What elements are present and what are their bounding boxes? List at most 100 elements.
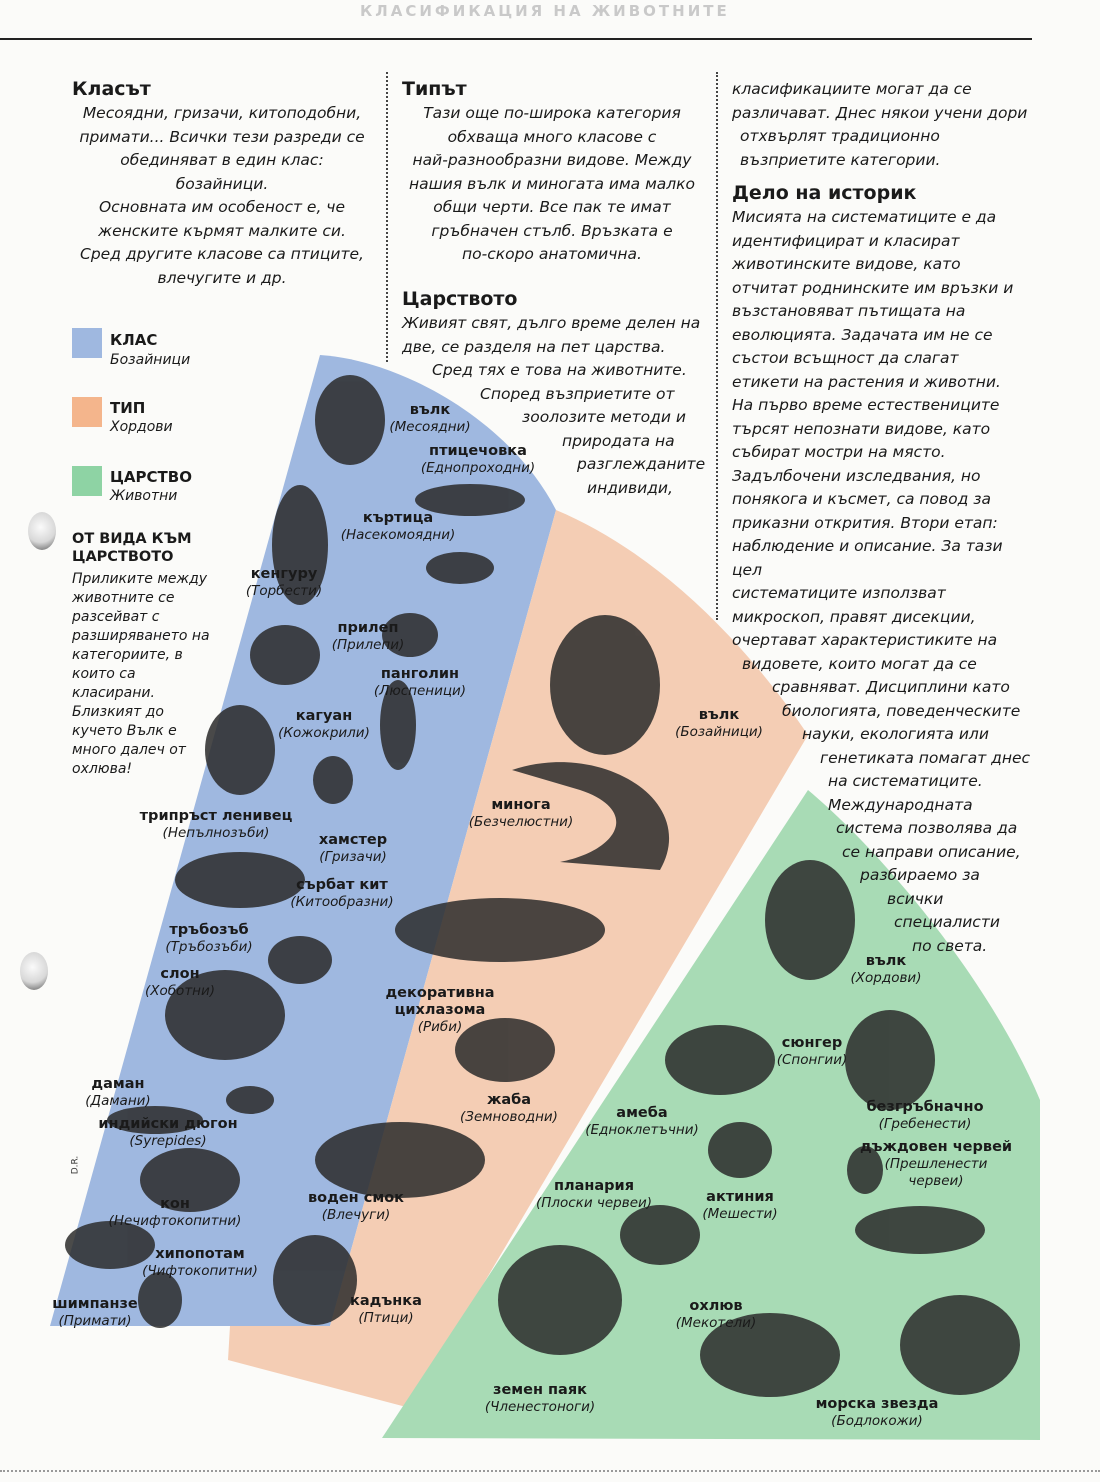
binder-hole-bottom bbox=[20, 952, 48, 990]
whale-illustration bbox=[175, 852, 305, 908]
class-label-group: (Примати) bbox=[58, 1313, 132, 1329]
kingdom-text-line: природата на bbox=[562, 431, 675, 450]
class-label-group: (Китообразни) bbox=[290, 894, 394, 910]
class-label-name: вълк bbox=[409, 402, 451, 418]
cichlid-illustration bbox=[395, 898, 605, 962]
phylum-text-line: Тази още по-широка категория bbox=[423, 104, 681, 122]
kingdom-body: Живият свят, дълго време делен на две, се… bbox=[402, 312, 712, 500]
legend-swatch-phylum bbox=[72, 397, 102, 427]
colugo-illustration bbox=[250, 625, 320, 685]
class-title: Класът bbox=[72, 78, 151, 100]
bat-illustration bbox=[382, 613, 438, 657]
historian-text-line: състои всъщност да слагат bbox=[732, 349, 959, 367]
class-label: вълк (Месоядни) bbox=[350, 402, 510, 436]
class-label: кон (Нечифтокопитни) bbox=[95, 1196, 255, 1230]
historian-text-line: възстановяват пътищата на bbox=[732, 302, 966, 320]
historian-text-line: по света. bbox=[912, 936, 988, 955]
kingdom-label: дъждовен червей (Прешленести червеи) bbox=[856, 1139, 1016, 1190]
aardvark-illustration bbox=[268, 936, 332, 984]
kingdom-text-line: индивиди, bbox=[587, 478, 673, 497]
historian-title: Дело на историк bbox=[732, 182, 917, 204]
class-label: прилеп (Прилепи) bbox=[288, 620, 448, 654]
phylum-label-group: (Земноводни) bbox=[460, 1109, 558, 1125]
phylum-label: кадънка (Птици) bbox=[306, 1293, 466, 1327]
kingdom-label: планария (Плоски червеи) bbox=[514, 1178, 674, 1212]
faint-running-header: КЛАСИФИКАЦИЯ НА ЖИВОТНИТЕ bbox=[360, 2, 730, 20]
historian-text-line: биологията, поведенческите bbox=[782, 701, 1021, 720]
kingdom-text-line: зоолозите методи и bbox=[522, 408, 686, 426]
kingdom-label: охлюв (Мекотели) bbox=[636, 1298, 796, 1332]
phylum-label-name: декоративна цихлазома bbox=[385, 985, 495, 1018]
phylum-label-name: воден смок bbox=[308, 1190, 404, 1206]
phylum-text-line: обхваща много класове с bbox=[447, 127, 657, 146]
planarian-illustration bbox=[620, 1205, 700, 1265]
legend-title-class: КЛАС bbox=[110, 331, 158, 349]
horse-illustration bbox=[140, 1148, 240, 1212]
historian-text-line: събират мостри на място. bbox=[732, 443, 946, 461]
class-text-line: Сред другите класове са птиците, bbox=[80, 245, 364, 263]
kingdom-label-group: (Мекотели) bbox=[675, 1315, 757, 1331]
kingdom-label-name: земен паяк bbox=[493, 1382, 587, 1398]
historian-text-line: всички bbox=[887, 889, 944, 908]
historian-intro-text-line: отхвърлят традиционно bbox=[740, 127, 940, 145]
kingdom-label-group: (Мешести) bbox=[702, 1206, 778, 1222]
kingdom-text-line: Според възприетите от bbox=[480, 384, 675, 403]
legend-sub-kingdom: Животни bbox=[110, 488, 178, 504]
historian-text-line: науки, екологията или bbox=[802, 725, 989, 743]
snail-illustration bbox=[700, 1313, 840, 1397]
phylum-label-group: (Бозайници) bbox=[675, 724, 763, 740]
column-divider-2 bbox=[716, 72, 718, 620]
class-label-group: (Кожокрили) bbox=[278, 725, 370, 741]
class-text-line: Основната им особеност е, че bbox=[98, 198, 346, 216]
class-label: даман (Дамани) bbox=[38, 1076, 198, 1110]
class-label: тръбозъб (Тръбозъби) bbox=[129, 922, 289, 956]
legend-title-phylum: ТИП bbox=[110, 399, 146, 417]
kingdom-label-name: дъждовен червей bbox=[859, 1139, 1013, 1155]
kingdom-label-group: (Гребенести) bbox=[878, 1116, 972, 1132]
class-text-line: примати... Всички тези разреди се bbox=[79, 127, 365, 146]
historian-text-line: на систематиците. bbox=[828, 772, 983, 790]
phylum-label: жаба (Земноводни) bbox=[429, 1092, 589, 1126]
legend-sub-phylum: Хордови bbox=[110, 419, 173, 435]
mole-illustration bbox=[426, 552, 494, 584]
kingdom-title: Царството bbox=[402, 288, 518, 310]
elephant-illustration bbox=[165, 970, 285, 1060]
phylum-label: вълк (Бозайници) bbox=[639, 707, 799, 741]
class-label-name: слон bbox=[160, 966, 200, 982]
historian-text-line: отчитат роднинските им връзки и bbox=[732, 278, 1014, 297]
class-label-group: (Дамани) bbox=[85, 1093, 151, 1109]
phylum-text-line: по-скоро анатомична. bbox=[462, 245, 642, 263]
class-label: къртица (Насекомоядни) bbox=[318, 510, 478, 544]
kingdom-label: морска звезда (Бодлокожи) bbox=[797, 1396, 957, 1430]
phylum-label-group: (Влечуги) bbox=[321, 1207, 391, 1223]
earthworm-illustration bbox=[855, 1206, 985, 1254]
binder-hole-top bbox=[28, 512, 56, 550]
class-label-name: шимпанзе bbox=[52, 1296, 138, 1312]
historian-text-line: търсят непознати видове, като bbox=[732, 419, 991, 438]
historian-intro: класификациите могат да се различават. Дн… bbox=[732, 78, 1032, 172]
class-label: кагуан (Кожокрили) bbox=[244, 708, 404, 742]
kingdom-label-group: (Хордови) bbox=[850, 970, 922, 986]
class-label-name: кон bbox=[160, 1196, 190, 1212]
historian-text-line: Мисията на систематиците е да bbox=[732, 208, 997, 226]
historian-text-line: очертават характеристиките на bbox=[732, 631, 998, 649]
phylum-title: Типът bbox=[402, 78, 467, 100]
phylum-text-line: общи черти. Все пак те имат bbox=[433, 198, 671, 216]
historian-text-line: етикети на растения и животни. bbox=[732, 372, 1001, 391]
historian-text-line: Задълбочени изследвания, но bbox=[732, 466, 981, 485]
phylum-label-group: (Безчелюстни) bbox=[468, 814, 574, 830]
kingdom-label: безгръбначно (Гребенести) bbox=[845, 1099, 1005, 1133]
class-label-group: (Syrepides) bbox=[129, 1133, 207, 1149]
class-label-name: къртица bbox=[362, 510, 434, 526]
class-text-line: обединяват в един клас: бозайници. bbox=[120, 151, 324, 193]
class-label-group: (Нечифтокопитни) bbox=[108, 1213, 242, 1229]
historian-intro-text-line: различават. Днес някои учени дори bbox=[732, 103, 1028, 122]
class-label-name: кенгуру bbox=[250, 566, 318, 582]
spider-illustration bbox=[498, 1245, 622, 1355]
legend-sub-class: Бозайници bbox=[110, 352, 191, 368]
dugong-illustration bbox=[107, 1106, 203, 1134]
historian-text-line: еволюцията. Задачата им не се bbox=[732, 325, 993, 344]
historian-text-line: специалисти bbox=[894, 913, 1000, 931]
class-text-line: Месоядни, гризачи, китоподобни, bbox=[82, 104, 362, 122]
